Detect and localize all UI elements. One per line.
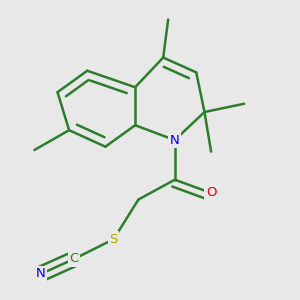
Text: S: S [110, 233, 118, 246]
Text: C: C [69, 253, 79, 266]
Text: O: O [206, 186, 216, 200]
Text: N: N [170, 134, 180, 147]
Text: N: N [36, 267, 46, 280]
